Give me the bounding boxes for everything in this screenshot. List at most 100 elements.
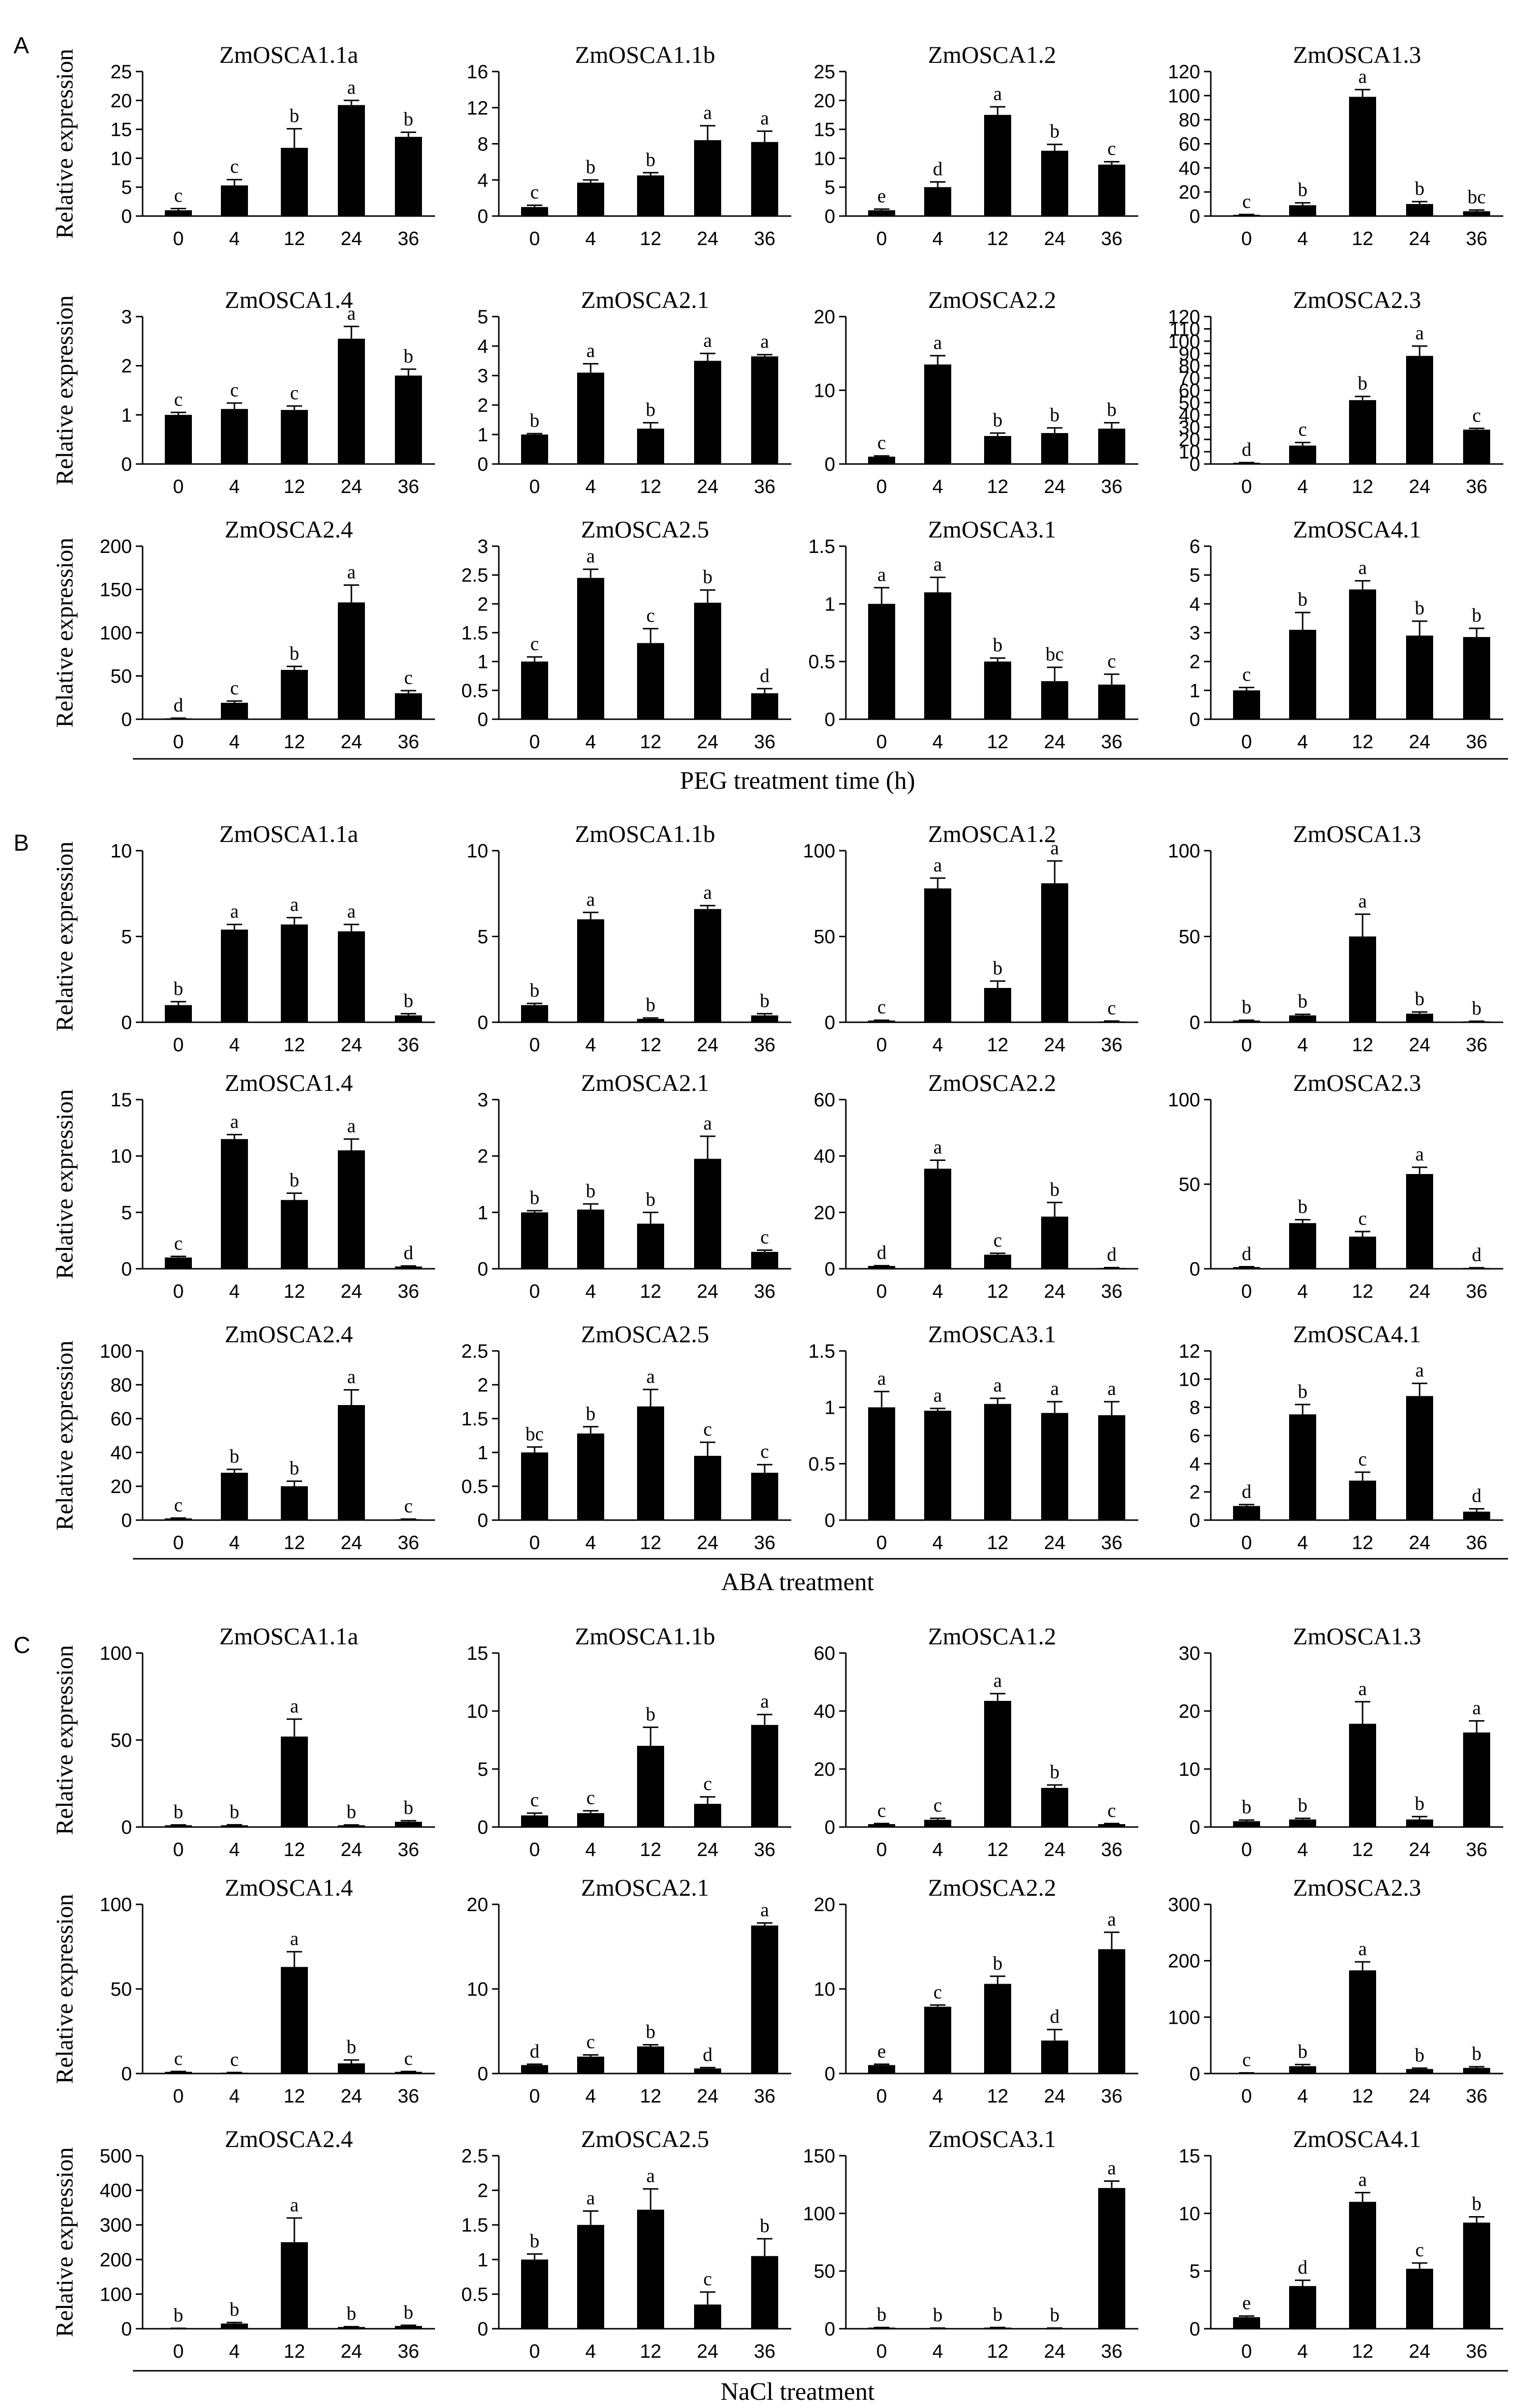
significance-letter: c xyxy=(174,2047,183,2069)
significance-letter: a xyxy=(290,1695,299,1717)
x-tick-label: 4 xyxy=(1297,2341,1308,2362)
significance-letter: b xyxy=(993,634,1002,656)
y-tick-label: 20 xyxy=(1179,429,1201,450)
significance-letter: c xyxy=(174,184,183,206)
x-tick-label: 12 xyxy=(987,731,1009,753)
significance-letter: a xyxy=(347,900,356,922)
x-tick-label: 4 xyxy=(585,476,596,497)
x-tick-label: 12 xyxy=(640,228,662,249)
bar xyxy=(281,1736,308,1827)
x-tick-label: 24 xyxy=(1044,1839,1066,1860)
x-tick-label: 4 xyxy=(1297,1281,1308,1302)
bar xyxy=(1349,400,1376,464)
significance-letter: b xyxy=(1472,2043,1481,2064)
significance-letter: a xyxy=(933,854,942,876)
x-tick-label: 24 xyxy=(1044,1532,1066,1553)
x-tick-label: 12 xyxy=(640,1034,662,1056)
bar xyxy=(1098,1415,1125,1520)
bar xyxy=(1041,681,1068,719)
y-tick-label: 10 xyxy=(1179,2203,1201,2224)
chart-title: ZmOSCA1.2 xyxy=(928,1623,1056,1650)
bar xyxy=(1289,1015,1316,1022)
x-tick-label: 36 xyxy=(754,228,776,249)
chart-title: ZmOSCA3.1 xyxy=(928,1320,1056,1348)
significance-letter: c xyxy=(404,667,413,688)
y-tick-label: 300 xyxy=(1168,1894,1200,1915)
x-tick-label: 12 xyxy=(284,2086,305,2107)
x-tick-label: 24 xyxy=(697,228,719,249)
bar xyxy=(637,1746,664,1827)
x-tick-label: 4 xyxy=(229,731,240,753)
y-tick-label: 40 xyxy=(1179,158,1201,179)
bar xyxy=(1349,1724,1376,1827)
x-tick-label: 24 xyxy=(697,1839,719,1860)
x-tick-label: 12 xyxy=(640,1839,662,1860)
chart-title: ZmOSCA2.4 xyxy=(225,516,353,543)
bar xyxy=(868,1407,895,1520)
y-tick-label: 90 xyxy=(1179,343,1201,364)
x-tick-label: 24 xyxy=(1044,1034,1066,1056)
x-tick-label: 4 xyxy=(229,2341,240,2362)
significance-letter: b xyxy=(174,977,183,999)
x-tick-label: 24 xyxy=(1044,1281,1066,1302)
x-tick-label: 12 xyxy=(1352,731,1374,753)
bar xyxy=(338,2063,365,2074)
bar xyxy=(924,1168,951,1269)
y-tick-label: 500 xyxy=(100,2146,132,2167)
bar xyxy=(521,1005,548,1022)
y-tick-label: 2 xyxy=(478,1146,488,1167)
y-tick-label: 100 xyxy=(803,2203,835,2224)
significance-letter: b xyxy=(1415,988,1424,1010)
y-tick-label: 60 xyxy=(1179,380,1201,402)
significance-letter: b xyxy=(586,156,595,177)
chart-title: ZmOSCA1.1b xyxy=(575,1623,715,1650)
x-tick-label: 0 xyxy=(173,476,184,497)
y-tick-label: 10 xyxy=(111,841,132,862)
significance-letter: c xyxy=(1107,138,1116,160)
x-tick-label: 24 xyxy=(1409,228,1431,249)
y-tick-label: 1 xyxy=(478,652,488,673)
y-tick-label: 10 xyxy=(814,1979,836,2000)
bar xyxy=(1463,2068,1490,2074)
bar xyxy=(1098,1021,1125,1022)
y-tick-label: 50 xyxy=(814,2261,836,2282)
bar xyxy=(1463,211,1490,216)
y-tick-label: 200 xyxy=(1168,1951,1200,1972)
bar xyxy=(221,1139,248,1269)
bar xyxy=(751,1725,778,1827)
significance-letter: b xyxy=(1298,2040,1307,2062)
significance-letter: a xyxy=(347,1366,356,1388)
significance-letter: b xyxy=(1358,372,1367,394)
y-tick-label: 10 xyxy=(467,841,489,862)
y-tick-label: 0 xyxy=(825,1012,835,1033)
x-tick-label: 36 xyxy=(398,2341,420,2362)
y-tick-label: 20 xyxy=(111,1476,132,1497)
bar xyxy=(1289,2286,1316,2329)
bar xyxy=(924,364,951,464)
significance-letter: a xyxy=(230,1110,239,1132)
significance-letter: d xyxy=(760,665,770,686)
significance-letter: a xyxy=(877,1367,886,1389)
bar xyxy=(1349,1480,1376,1520)
x-tick-label: 36 xyxy=(1101,476,1123,497)
y-tick-label: 40 xyxy=(111,1442,132,1464)
bar xyxy=(924,1410,951,1520)
y-tick-label: 1.5 xyxy=(461,1408,488,1430)
significance-letter: a xyxy=(1107,1378,1116,1399)
bar xyxy=(577,919,604,1022)
y-tick-label: 0 xyxy=(478,1259,488,1280)
x-tick-label: 4 xyxy=(932,1034,943,1056)
y-axis-label: Relative expression xyxy=(51,1645,78,1835)
x-tick-label: 24 xyxy=(341,1281,363,1302)
x-tick-label: 24 xyxy=(697,731,719,753)
x-tick-label: 4 xyxy=(229,1532,240,1553)
significance-letter: b xyxy=(646,148,655,170)
significance-letter: a xyxy=(933,553,942,575)
significance-letter: c xyxy=(1298,419,1307,440)
bar xyxy=(1289,630,1316,719)
significance-letter: b xyxy=(1107,399,1117,421)
x-tick-label: 4 xyxy=(585,2086,596,2107)
significance-letter: b xyxy=(1050,1178,1060,1200)
bar xyxy=(694,1159,721,1269)
x-tick-label: 4 xyxy=(229,1034,240,1056)
